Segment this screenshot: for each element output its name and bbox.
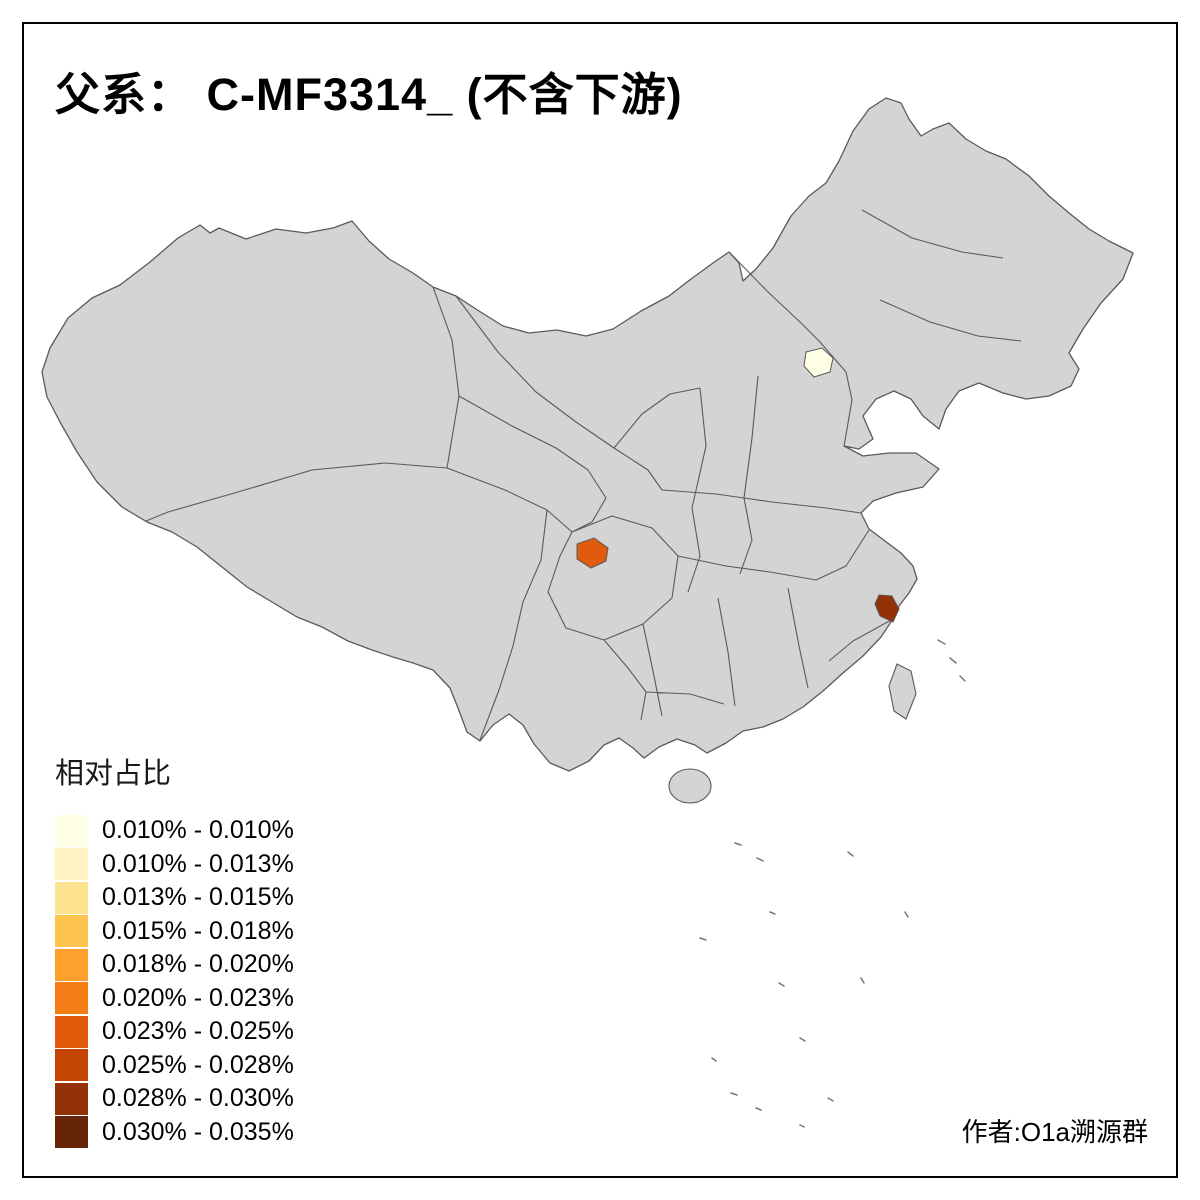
attribution-text: 作者:O1a溯源群 (961, 1117, 1148, 1147)
legend-item: 0.030% - 0.035% (55, 1116, 385, 1150)
legend-item: 0.023% - 0.025% (55, 1015, 385, 1049)
legend-label: 0.023% - 0.025% (102, 1017, 294, 1046)
legend-swatch (55, 915, 88, 948)
legend-swatch (55, 1015, 88, 1048)
legend-swatch (55, 814, 88, 847)
highlight-southwest-basin-region (576, 537, 609, 569)
legend-label: 0.028% - 0.030% (102, 1084, 294, 1113)
legend-item: 0.010% - 0.013% (55, 848, 385, 882)
taiwan-island-shape (888, 663, 917, 720)
legend-label: 0.013% - 0.015% (102, 883, 294, 912)
legend-item: 0.020% - 0.023% (55, 982, 385, 1016)
legend-swatch (55, 881, 88, 914)
legend-label: 0.018% - 0.020% (102, 950, 294, 979)
legend-swatch (55, 1049, 88, 1082)
legend-item: 0.013% - 0.015% (55, 881, 385, 915)
legend-label: 0.010% - 0.010% (102, 816, 294, 845)
legend-label: 0.010% - 0.013% (102, 849, 294, 878)
legend-swatch (55, 982, 88, 1015)
legend-item: 0.015% - 0.018% (55, 915, 385, 949)
legend-title: 相对占比 (55, 758, 172, 790)
legend-item: 0.025% - 0.028% (55, 1049, 385, 1083)
highlight-southeast-coast-region (874, 594, 900, 623)
legend-item: 0.010% - 0.010% (55, 814, 385, 848)
legend-item: 0.028% - 0.030% (55, 1082, 385, 1116)
hainan-island-shape (668, 768, 712, 804)
legend-label: 0.030% - 0.035% (102, 1117, 294, 1146)
legend-label: 0.025% - 0.028% (102, 1050, 294, 1079)
legend-swatch (55, 848, 88, 881)
legend-swatch (55, 948, 88, 981)
south-sea-island-marks (699, 639, 966, 1128)
legend-item: 0.018% - 0.020% (55, 948, 385, 982)
province-borders (145, 209, 1022, 741)
legend-label: 0.020% - 0.023% (102, 983, 294, 1012)
highlight-north-china-region (803, 347, 834, 378)
page-title: 父系： C-MF3314_ (不含下游) (55, 69, 683, 120)
legend-swatch (55, 1082, 88, 1115)
legend: 相对占比 0.010% - 0.010% 0.010% - 0.013% 0.0… (55, 750, 385, 1149)
legend-swatch (55, 1116, 88, 1149)
mainland-shape (41, 97, 1134, 772)
legend-label: 0.015% - 0.018% (102, 916, 294, 945)
